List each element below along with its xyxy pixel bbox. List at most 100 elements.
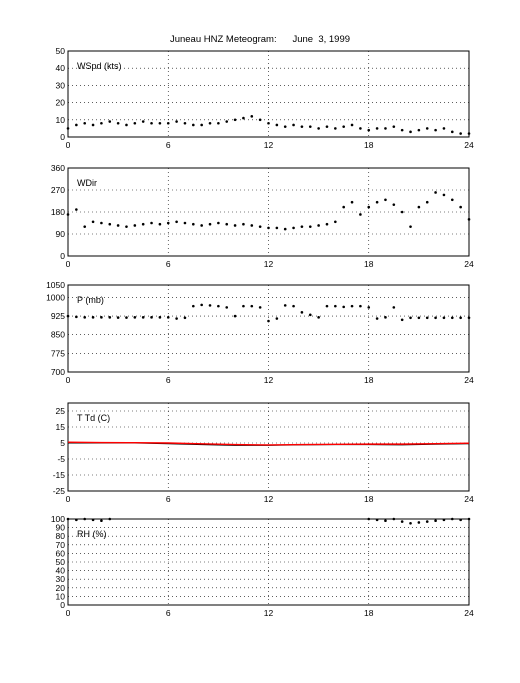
panel-0-point — [400, 128, 404, 132]
panel-2-point — [242, 304, 245, 308]
panel-3-ytick: 25 — [56, 406, 66, 416]
panel-3-ytick: -5 — [57, 454, 65, 464]
panel-1-point — [425, 200, 429, 204]
panel-2-point — [150, 316, 153, 319]
panel-0-point — [150, 121, 153, 125]
panel-1-ytick: 90 — [56, 229, 66, 239]
panel-2-ytick: 1000 — [46, 292, 65, 302]
panel-1-point — [242, 222, 245, 226]
panel-1-point — [392, 203, 396, 206]
panel-4-ytick: 60 — [56, 548, 66, 558]
panel-4-point — [425, 520, 429, 523]
panel-2-point — [192, 304, 195, 308]
panel-1-point — [467, 218, 471, 221]
panel-1-point — [217, 221, 220, 225]
panel-2-point — [66, 314, 70, 318]
panel-0-point — [334, 127, 337, 130]
panel-1-point — [417, 205, 421, 209]
panel-2-xtick: 0 — [66, 375, 71, 385]
panel-2-point — [175, 317, 178, 320]
panel-3-xtick: 0 — [66, 494, 71, 504]
panel-1-xtick: 12 — [264, 259, 274, 269]
panel-2-point — [158, 316, 162, 319]
panel-2-xtick: 6 — [166, 375, 171, 385]
panel-1-point — [83, 225, 87, 228]
panel-2-point — [100, 316, 103, 319]
panel-2-point — [292, 304, 295, 308]
panel-0-point — [308, 125, 312, 128]
panel-4-ytick: 50 — [56, 557, 66, 567]
panel-4-point — [83, 517, 87, 521]
panel-4-point — [375, 518, 379, 522]
panel-0-ytick: 0 — [60, 132, 65, 142]
panel-1-xtick: 0 — [66, 259, 71, 269]
panel-1-xtick: 6 — [166, 259, 171, 269]
panel-0-point — [233, 118, 237, 122]
panel-1-ytick: 0 — [60, 251, 65, 261]
panel-1-point — [125, 225, 128, 228]
panel-1-point — [267, 226, 270, 230]
panel-0-point — [267, 121, 270, 125]
panel-1-point — [283, 227, 287, 231]
panel-2-point — [459, 316, 462, 320]
panel-3-xtick: 6 — [166, 494, 171, 504]
panel-4-ytick: 40 — [56, 566, 66, 576]
panel-0-ytick: 30 — [56, 80, 66, 90]
panel-0-point — [384, 127, 387, 130]
panel-2-point — [250, 304, 254, 308]
panel-0-point — [450, 130, 454, 134]
panel-4-ytick: 90 — [56, 523, 66, 533]
panel-0-point — [183, 121, 187, 125]
panel-0-point — [417, 128, 421, 132]
panel-0-point — [100, 121, 103, 125]
panel-4-point — [66, 517, 70, 521]
panel-1-point — [459, 205, 462, 209]
panel-4-ytick: 20 — [56, 583, 66, 593]
panel-3-ytick: -25 — [53, 486, 66, 496]
panel-4-xtick: 12 — [264, 608, 274, 618]
panel-1-point — [375, 200, 379, 204]
panel-0-point — [467, 132, 471, 135]
panel-0-point — [83, 121, 87, 125]
panel-1-point — [359, 213, 362, 216]
panel-2-ytick: 1050 — [46, 280, 65, 290]
panel-2-ytick: 925 — [51, 311, 65, 321]
panel-2-point — [75, 315, 78, 319]
panel-2-point — [350, 304, 354, 308]
panel-4-point — [392, 517, 396, 521]
panel-4-xtick: 6 — [166, 608, 171, 618]
panel-2-ytick: 775 — [51, 348, 65, 358]
panel-2-point — [283, 304, 287, 307]
panel-2-point — [317, 316, 320, 319]
panel-2-point — [417, 316, 421, 320]
panel-1-point — [409, 225, 412, 228]
panel-4-point — [442, 518, 446, 522]
panel-0-point — [108, 120, 112, 123]
panel-0-point — [158, 121, 162, 125]
panel-0-label: WSpd (kts) — [77, 61, 122, 71]
panel-2-point — [116, 316, 120, 319]
panel-0-point — [116, 121, 120, 125]
panel-0-point — [275, 123, 279, 127]
panel-1-point — [434, 191, 437, 194]
panel-2-point — [308, 313, 312, 317]
panel-1-point — [275, 226, 279, 230]
panel-1-point — [334, 220, 337, 224]
panel-4-point — [467, 517, 471, 521]
panel-0-point — [375, 127, 379, 130]
panel-1-point — [442, 193, 446, 197]
panel-4-point — [450, 517, 454, 521]
panel-2-point — [400, 318, 404, 322]
panel-1-point — [317, 224, 320, 227]
panel-0-point — [300, 125, 304, 128]
panel-1-point — [133, 224, 137, 227]
panel-1-point — [350, 200, 354, 204]
panel-1-point — [342, 205, 345, 209]
panel-2-point — [125, 316, 128, 319]
panel-2-point — [91, 316, 95, 319]
panel-0-point — [317, 127, 320, 130]
panel-3-series-1 — [67, 441, 470, 446]
panel-4-ytick: 70 — [56, 540, 66, 550]
panel-1-point — [200, 224, 203, 227]
panel-1-point — [150, 221, 153, 225]
